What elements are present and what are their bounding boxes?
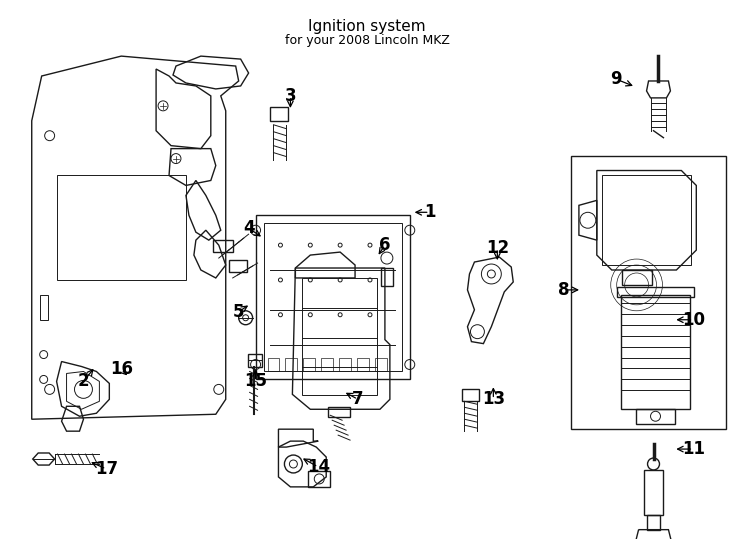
Bar	[321, 357, 333, 372]
Text: 13: 13	[482, 390, 505, 408]
Text: 10: 10	[682, 310, 705, 329]
Bar	[381, 268, 393, 286]
Bar	[644, 470, 664, 515]
Bar	[636, 409, 675, 424]
Text: 3: 3	[285, 87, 297, 105]
Bar	[255, 215, 410, 380]
Bar	[647, 515, 661, 530]
Bar	[286, 357, 297, 372]
Bar	[302, 278, 377, 395]
Bar	[339, 357, 351, 372]
Bar	[247, 354, 261, 367]
Text: 7: 7	[352, 390, 364, 408]
Bar	[328, 407, 350, 417]
Bar	[621, 295, 691, 409]
Text: 2: 2	[78, 373, 90, 390]
Bar	[357, 357, 369, 372]
Text: for your 2008 Lincoln MKZ: for your 2008 Lincoln MKZ	[285, 34, 449, 47]
Bar	[462, 389, 479, 401]
Bar	[303, 357, 316, 372]
Text: 1: 1	[424, 203, 435, 221]
Bar	[617, 287, 694, 297]
Bar	[264, 223, 401, 372]
Text: 9: 9	[610, 70, 622, 88]
Bar	[271, 107, 288, 121]
Bar	[267, 357, 280, 372]
Text: 4: 4	[243, 219, 255, 237]
Bar	[308, 471, 330, 487]
Text: 6: 6	[379, 236, 390, 254]
Bar	[40, 295, 48, 320]
Text: 5: 5	[233, 303, 244, 321]
Bar	[213, 240, 233, 252]
Text: 15: 15	[244, 373, 267, 390]
Text: 12: 12	[486, 239, 509, 257]
Text: 16: 16	[110, 361, 133, 379]
Bar	[602, 176, 691, 265]
Text: 11: 11	[682, 440, 705, 458]
Bar	[57, 176, 186, 280]
Bar	[375, 357, 387, 372]
Bar	[571, 156, 726, 429]
Text: 17: 17	[95, 460, 118, 478]
Text: 8: 8	[559, 281, 570, 299]
Text: 14: 14	[307, 458, 330, 476]
Bar	[229, 260, 247, 272]
Text: Ignition system: Ignition system	[308, 19, 426, 35]
